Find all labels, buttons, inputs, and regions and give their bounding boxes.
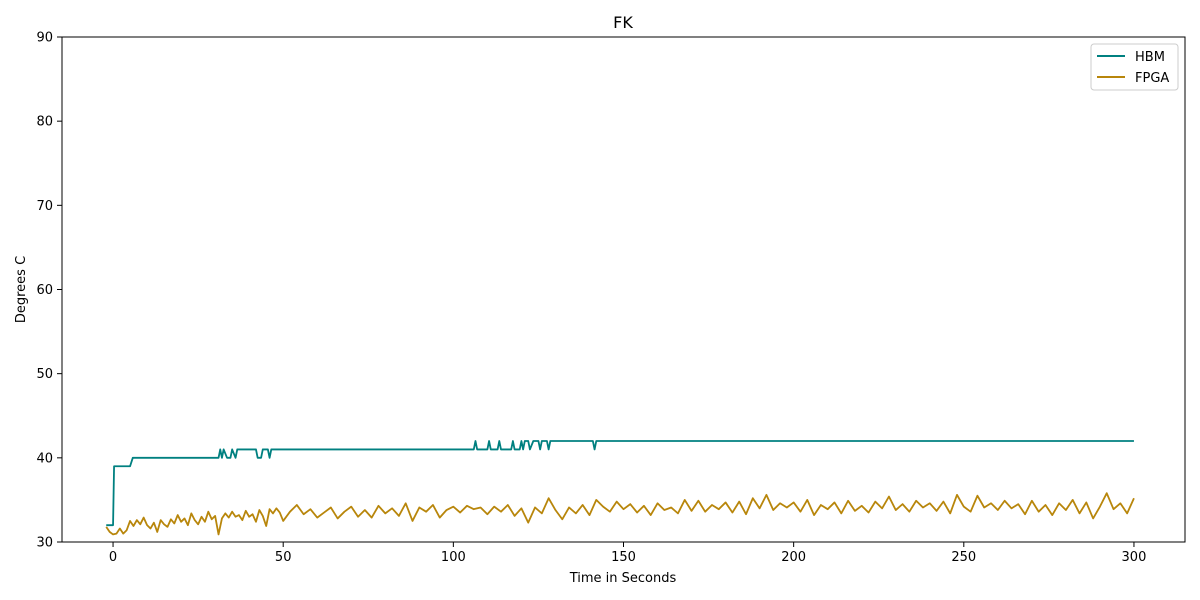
y-tick-label: 30 [36, 536, 53, 551]
series-line-hbm [106, 440, 1134, 527]
y-axis-label: Degrees C [14, 256, 29, 323]
x-tick-label: 250 [951, 550, 976, 565]
x-tick-label: 0 [109, 550, 117, 565]
x-axis-ticks: 0 50 100 150 200 250 300 [109, 542, 1146, 565]
x-tick-label: 150 [611, 550, 636, 565]
axes-frame [61, 36, 1186, 543]
y-tick-label: 60 [36, 283, 53, 298]
plot-area [61, 36, 1186, 543]
legend-label-hbm: HBM [1135, 50, 1165, 65]
y-axis-ticks: 30 40 50 60 70 80 90 [36, 31, 62, 551]
y-tick-label: 40 [36, 451, 53, 466]
x-axis-label: Time in Seconds [569, 571, 677, 586]
legend: HBM FPGA [1090, 43, 1179, 91]
series-line-fpga [105, 492, 1135, 536]
chart-title: FK [613, 13, 633, 32]
x-tick-label: 50 [275, 550, 292, 565]
y-tick-label: 80 [36, 115, 53, 130]
x-tick-label: 200 [781, 550, 806, 565]
x-tick-label: 300 [1122, 550, 1147, 565]
legend-label-fpga: FPGA [1135, 71, 1169, 86]
y-tick-label: 50 [36, 367, 53, 382]
series-layer [105, 440, 1135, 536]
y-tick-label: 70 [36, 199, 53, 214]
x-tick-label: 100 [441, 550, 466, 565]
y-tick-label: 90 [36, 31, 53, 46]
